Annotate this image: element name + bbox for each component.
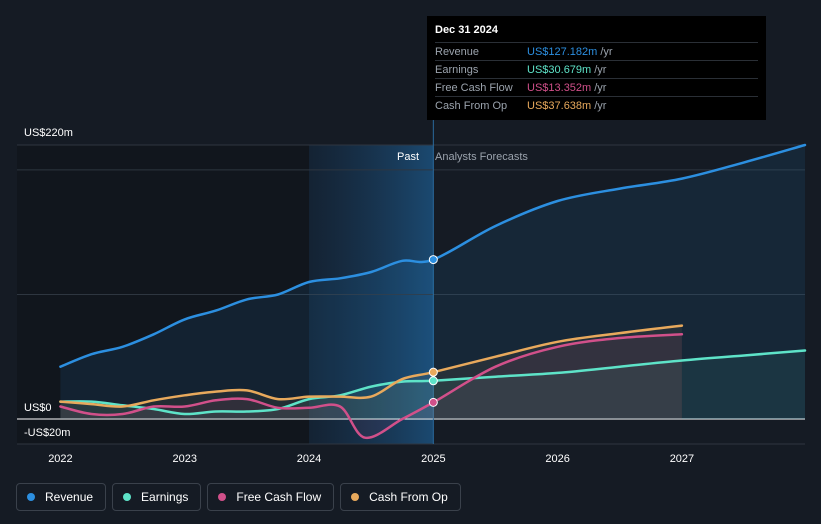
tooltip-series-value: US$30.679m [527, 63, 592, 76]
legend-label: Earnings [141, 490, 189, 504]
legend: Revenue Earnings Free Cash Flow Cash From O… [16, 483, 461, 511]
legend-label: Free Cash Flow [236, 490, 322, 504]
x-tick-label: 2022 [48, 453, 72, 465]
tooltip-row: Earnings US$30.679m/yr [435, 60, 758, 78]
y-tick-label: US$0 [24, 402, 52, 414]
legend-item-revenue[interactable]: Revenue [16, 483, 107, 511]
tooltip-series-name: Free Cash Flow [435, 81, 513, 94]
tooltip-series-unit: /yr [600, 45, 613, 58]
data-point-marker [428, 255, 438, 265]
legend-dot-icon [27, 493, 35, 501]
legend-label: Cash From Op [369, 490, 448, 504]
y-tick-label: US$220m [24, 127, 73, 139]
tooltip-series-name: Revenue [435, 45, 480, 58]
data-point-marker [428, 367, 438, 377]
tooltip-series-unit: /yr [594, 63, 607, 76]
tooltip-series-value: US$37.638m [527, 99, 592, 112]
legend-dot-icon [351, 493, 360, 501]
series-line-earnings [59, 349, 807, 416]
tooltip-row: Revenue US$127.182m/yr [435, 42, 758, 60]
tooltip-row: Cash From Op US$37.638m/yr [435, 96, 758, 114]
legend-label: Revenue [45, 490, 94, 504]
series-line-free-cash-flow [59, 333, 684, 439]
tooltip: Dec 31 2024 Revenue US$127.182m/yr Earning… [427, 16, 766, 120]
tooltip-series-unit: /yr [594, 81, 607, 94]
legend-item-free-cash-flow[interactable]: Free Cash Flow [207, 483, 335, 511]
legend-dot-icon [218, 493, 227, 501]
x-tick-label: 2024 [297, 453, 321, 465]
data-point-marker [428, 376, 438, 386]
tooltip-series-name: Cash From Op [435, 99, 508, 112]
legend-item-cash-from-op[interactable]: Cash From Op [340, 483, 461, 511]
tooltip-date: Dec 31 2024 [435, 24, 498, 36]
series-area-revenue [60, 145, 805, 419]
x-tick-label: 2027 [670, 453, 694, 465]
x-tick-label: 2025 [421, 453, 445, 465]
tooltip-series-value: US$13.352m [527, 81, 592, 94]
legend-dot-icon [123, 493, 132, 501]
x-tick-label: 2026 [545, 453, 569, 465]
x-tick-label: 2023 [172, 453, 196, 465]
y-tick-label: -US$20m [24, 427, 70, 439]
forecast-label: Analysts Forecasts [435, 151, 528, 163]
tooltip-row: Free Cash Flow US$13.352m/yr [435, 78, 758, 96]
past-label: Past [397, 151, 419, 163]
tooltip-series-unit: /yr [594, 99, 607, 112]
tooltip-series-name: Earnings [435, 63, 479, 76]
series-line-cash-from-op [59, 324, 684, 408]
tooltip-series-value: US$127.182m [527, 45, 598, 58]
legend-item-earnings[interactable]: Earnings [112, 483, 202, 511]
series-line-revenue [59, 143, 807, 368]
data-point-marker [428, 397, 438, 407]
